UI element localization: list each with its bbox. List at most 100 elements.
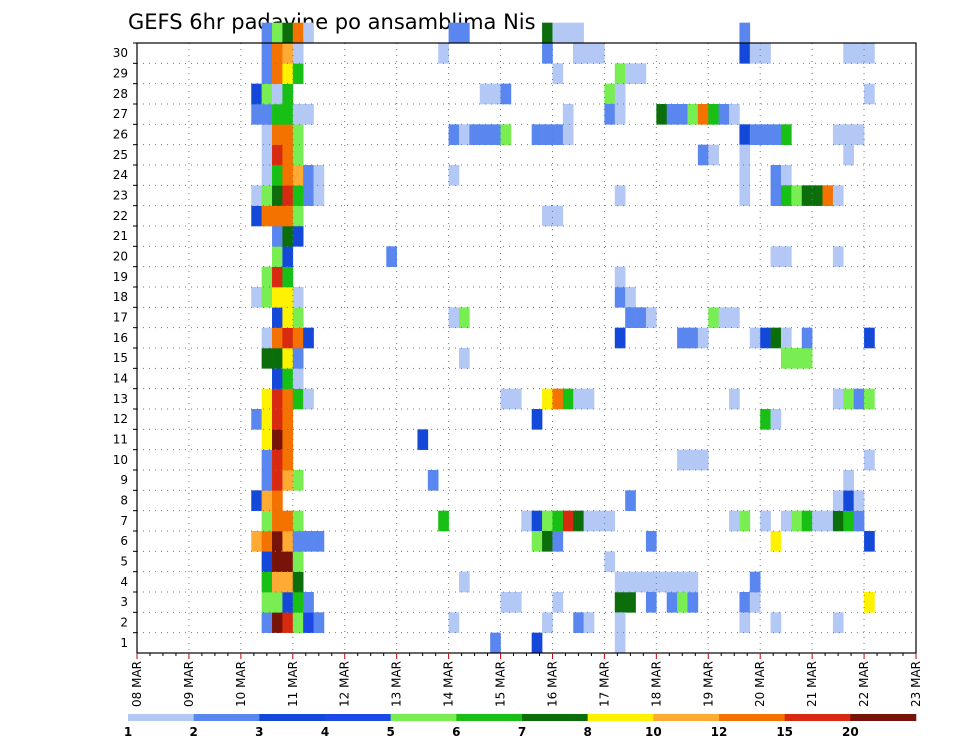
- heatmap-cell: [687, 592, 699, 613]
- y-tick-label: 6: [120, 534, 128, 548]
- heatmap-cell: [552, 388, 564, 410]
- heatmap-cell: [791, 348, 803, 369]
- heatmap-cell: [272, 22, 283, 44]
- heatmap-cell: [614, 63, 626, 84]
- heatmap-cell: [282, 551, 294, 572]
- colorbar-label: 4: [321, 725, 329, 739]
- heatmap-cell: [282, 63, 294, 84]
- heatmap-cell: [832, 490, 844, 511]
- heatmap-cell: [292, 226, 304, 247]
- heatmap-cell: [739, 592, 751, 613]
- heatmap-cell: [625, 592, 636, 613]
- heatmap-cell: [417, 429, 429, 450]
- heatmap-cell: [770, 409, 782, 430]
- heatmap-cell: [562, 510, 574, 532]
- heatmap-cell: [843, 43, 854, 64]
- x-tick-label: 19 MAR: [701, 661, 715, 707]
- heatmap-cell: [635, 63, 647, 84]
- heatmap-cell: [438, 510, 449, 532]
- heatmap-cell: [822, 510, 834, 532]
- heatmap-cell: [625, 571, 636, 593]
- heatmap-cell: [770, 327, 782, 349]
- heatmap-cell: [251, 531, 262, 552]
- heatmap-cell: [531, 531, 543, 552]
- x-tick-label: 18 MAR: [649, 661, 663, 707]
- colorbar-swatch: [850, 714, 917, 721]
- heatmap-cell: [614, 612, 626, 633]
- heatmap-cell: [614, 327, 626, 349]
- colorbar-swatch: [259, 714, 326, 721]
- y-tick-label: 13: [113, 392, 128, 406]
- heatmap-cell: [749, 327, 761, 349]
- heatmap-cell: [448, 165, 460, 186]
- heatmap-cell: [292, 388, 304, 410]
- heatmap-cell: [729, 388, 740, 410]
- heatmap-cell: [656, 104, 668, 125]
- heatmap-cell: [531, 409, 543, 430]
- heatmap-cell: [801, 510, 813, 532]
- heatmap-cell: [292, 348, 304, 369]
- heatmap-cell: [479, 124, 491, 145]
- heatmap-cell: [261, 104, 273, 125]
- heatmap-cell: [853, 43, 865, 64]
- heatmap-cell: [625, 490, 636, 511]
- x-tick-label: 09 MAR: [182, 661, 196, 707]
- chart-title: GEFS 6hr padavine po ansamblima Nis: [128, 10, 536, 34]
- heatmap-cell: [864, 449, 875, 471]
- heatmap-cell: [261, 144, 273, 166]
- heatmap-cell: [292, 144, 304, 166]
- heatmap-cell: [292, 104, 304, 125]
- heatmap-cell: [292, 592, 304, 613]
- heatmap-cell: [843, 388, 854, 410]
- heatmap-cell: [843, 490, 854, 511]
- heatmap-cell: [272, 348, 283, 369]
- heatmap-cell: [864, 388, 875, 410]
- heatmap-cell: [261, 165, 273, 186]
- y-tick-label: 4: [120, 575, 128, 589]
- heatmap-cell: [261, 510, 273, 532]
- heatmap-cell: [843, 510, 854, 532]
- heatmap-cell: [718, 307, 730, 328]
- heatmap-cell: [282, 104, 294, 125]
- heatmap-cell: [583, 388, 595, 410]
- heatmap-cell: [458, 348, 470, 369]
- heatmap-cell: [427, 470, 439, 491]
- heatmap-cell: [708, 144, 719, 166]
- heatmap-cell: [500, 83, 512, 105]
- heatmap-cell: [552, 205, 564, 227]
- y-tick-label: 17: [113, 311, 128, 325]
- heatmap-cell: [261, 429, 273, 450]
- y-tick-label: 22: [113, 209, 128, 223]
- heatmap-cell: [739, 612, 751, 633]
- heatmap-cell: [458, 307, 470, 328]
- heatmap-cell: [261, 124, 273, 145]
- heatmap-cell: [251, 83, 262, 105]
- heatmap-cell: [760, 510, 771, 532]
- heatmap-cell: [677, 449, 688, 471]
- heatmap-cell: [261, 470, 273, 491]
- heatmap-cell: [832, 246, 844, 267]
- heatmap-cell: [292, 43, 304, 64]
- heatmap-cell: [303, 531, 314, 552]
- heatmap-cell: [272, 592, 283, 613]
- heatmap-cell: [614, 104, 626, 125]
- colorbar-swatch: [325, 714, 391, 721]
- heatmap-cell: [261, 531, 273, 552]
- heatmap-cell: [780, 510, 792, 532]
- heatmap-cell: [490, 124, 501, 145]
- heatmap-cell: [303, 612, 314, 633]
- heatmap-cell: [542, 612, 553, 633]
- y-tick-label: 5: [120, 555, 128, 569]
- heatmap-cell: [573, 388, 584, 410]
- heatmap-cell: [531, 632, 543, 654]
- colorbar-swatch: [128, 714, 194, 721]
- heatmap-cell: [272, 388, 283, 410]
- heatmap-cell: [780, 124, 792, 145]
- heatmap-cell: [303, 388, 314, 410]
- heatmap-cell: [272, 63, 283, 84]
- heatmap-cell: [251, 409, 262, 430]
- heatmap-cell: [614, 592, 626, 613]
- heatmap-cell: [272, 144, 283, 166]
- y-axis: 1234567891011121314151617181920212223242…: [113, 42, 137, 650]
- x-tick-label: 13 MAR: [390, 661, 404, 707]
